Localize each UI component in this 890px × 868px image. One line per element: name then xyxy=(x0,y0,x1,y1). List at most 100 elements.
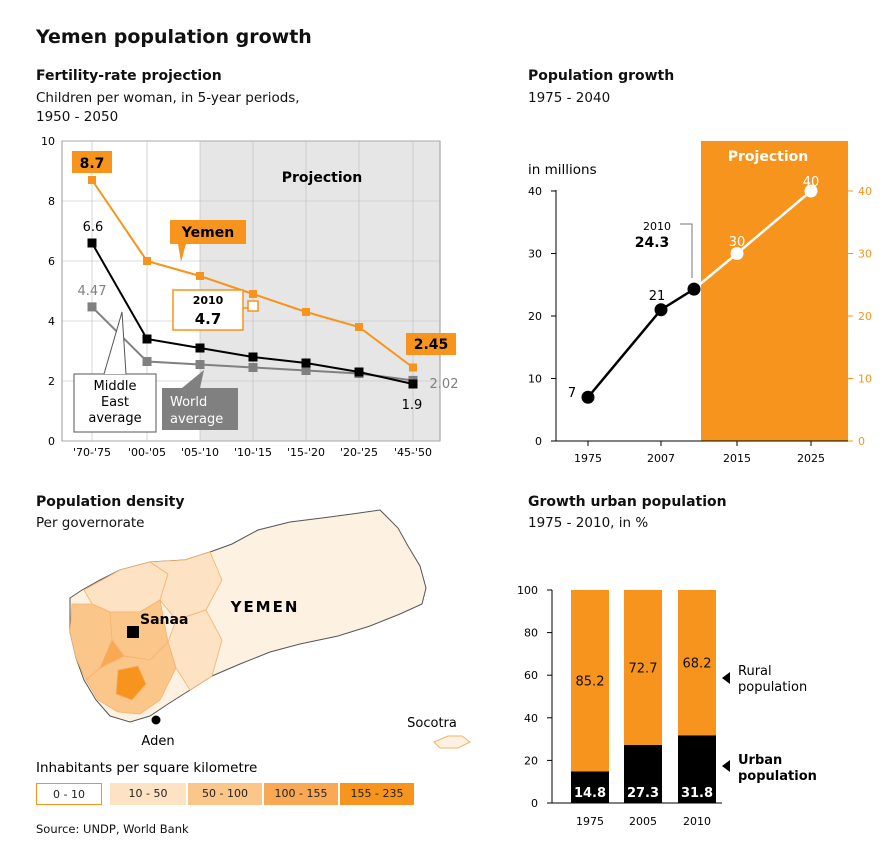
yemen-point xyxy=(302,308,310,316)
fert-ytick-label: 6 xyxy=(48,255,55,268)
pop-label-21: 21 xyxy=(649,289,666,304)
pop-projection-label: Projection xyxy=(728,149,808,165)
world-point xyxy=(248,363,258,372)
world-line2: average xyxy=(170,412,223,427)
middle-east-point xyxy=(354,367,364,377)
urban-ytick-label: 60 xyxy=(524,669,538,682)
middle-east-point xyxy=(408,379,418,389)
urban-xtick-label: 1975 xyxy=(576,815,604,828)
fertility-callout-value: 4.7 xyxy=(195,310,222,328)
pop-point xyxy=(687,282,701,296)
governorate-taiz xyxy=(115,665,147,701)
urban-value-label: 27.3 xyxy=(627,786,659,801)
rural-value-label: 85.2 xyxy=(576,675,605,690)
yemen-series-label: Yemen xyxy=(181,225,234,241)
urban-arrow xyxy=(722,760,730,772)
middle-east-pointer xyxy=(103,311,127,375)
sanaa-label: Sanaa xyxy=(140,612,188,628)
world-box xyxy=(162,388,238,430)
middle-east-line2: East xyxy=(101,395,129,410)
world-point xyxy=(142,357,152,366)
me-start-label: 6.6 xyxy=(83,220,104,235)
fert-xtick-label: '05-'10 xyxy=(181,446,219,459)
fertility-callout-year: 2010 xyxy=(193,294,224,307)
pop-xtick-label: 2015 xyxy=(723,452,751,465)
yemen-end-box xyxy=(406,333,456,355)
pop-ytick-label-right: 30 xyxy=(858,248,872,261)
fertility-heading: Fertility-rate projection xyxy=(36,68,222,84)
pop-unit-label: in millions xyxy=(528,162,597,178)
urban-xtick-label: 2005 xyxy=(629,815,657,828)
source-note: Source: UNDP, World Bank xyxy=(36,822,189,836)
pop-ytick-label: 40 xyxy=(528,185,542,198)
rural-value-label: 72.7 xyxy=(629,661,658,676)
pop-label-7: 7 xyxy=(568,386,576,401)
middle-east-point xyxy=(195,343,205,353)
me-end-label: 1.9 xyxy=(402,398,423,413)
pop-ytick-label: 0 xyxy=(535,435,542,448)
urban-value-label: 14.8 xyxy=(574,786,606,801)
middle-east-line3: average xyxy=(88,411,141,426)
urban-bar-segment xyxy=(571,771,609,803)
middle-east-point xyxy=(301,358,311,368)
world-start-label: 4.47 xyxy=(78,284,107,299)
fert-ytick-label: 2 xyxy=(48,375,55,388)
urban-xtick-label: 2010 xyxy=(683,815,711,828)
legend-cell-2: 50 - 100 xyxy=(188,783,262,805)
pop-projection-shade xyxy=(701,141,848,441)
rural-label-2: population xyxy=(738,680,807,695)
urban-bar-segment xyxy=(678,735,716,803)
fert-xtick-label: '00-'05 xyxy=(128,446,166,459)
popgrowth-heading: Population growth xyxy=(528,68,675,84)
sanaa-marker xyxy=(127,626,139,638)
yemen-start-label: 8.7 xyxy=(80,156,105,172)
fert-xtick-label: '20-'25 xyxy=(340,446,378,459)
legend-cell-0: 0 - 10 xyxy=(36,783,102,805)
pop-point xyxy=(581,390,595,404)
pop-xtick-label: 2025 xyxy=(797,452,825,465)
yemen-start-box xyxy=(72,151,112,173)
governorate-mahwit xyxy=(99,639,125,669)
pop-ytick-label: 30 xyxy=(528,248,542,261)
urban-subtitle: 1975 - 2010, in % xyxy=(528,515,649,531)
middle-east-box xyxy=(73,373,157,433)
middle-east-line1: Middle xyxy=(94,379,137,394)
urban-ytick-label: 100 xyxy=(517,584,538,597)
rural-bar-segment xyxy=(624,590,662,745)
fert-ytick-label: 4 xyxy=(48,315,55,328)
fertility-2010-callout xyxy=(172,289,244,331)
world-end-label: 2.02 xyxy=(430,377,459,392)
pop-ytick-label: 20 xyxy=(528,310,542,323)
rural-bar-segment xyxy=(678,590,716,736)
legend-cell-1: 10 - 50 xyxy=(110,783,186,805)
urban-ytick-label: 0 xyxy=(531,797,538,810)
pop-xtick-label: 1975 xyxy=(574,452,602,465)
yemen-point xyxy=(143,257,151,265)
middle-east-point xyxy=(248,352,258,362)
fertility-subtitle-1: Children per woman, in 5-year periods, xyxy=(36,90,300,106)
pop-point xyxy=(730,247,744,260)
fert-xtick-label: '70-'75 xyxy=(73,446,111,459)
urban-heading: Growth urban population xyxy=(528,494,727,510)
rural-label-1: Rural xyxy=(738,664,772,679)
world-point xyxy=(301,366,311,375)
fert-xtick-label: '45-'50 xyxy=(394,446,432,459)
fert-ytick-label: 8 xyxy=(48,195,55,208)
yemen-point xyxy=(355,323,363,331)
socotra-island xyxy=(433,735,471,749)
middle-east-point xyxy=(87,238,97,248)
density-heading: Population density xyxy=(36,494,185,510)
rural-value-label: 68.2 xyxy=(683,657,712,672)
pop-label-30: 30 xyxy=(729,235,746,250)
pop-ytick-label-right: 0 xyxy=(858,435,865,448)
aden-label: Aden xyxy=(141,734,174,749)
country-label: YEMEN xyxy=(230,598,300,616)
legend-cell-4: 155 - 235 xyxy=(340,783,414,805)
fert-ytick-label: 10 xyxy=(41,135,55,148)
pop-point xyxy=(654,303,668,317)
fert-xtick-label: '10-'15 xyxy=(234,446,272,459)
pop-ytick-label-right: 10 xyxy=(858,373,872,386)
yemen-series-pointer xyxy=(178,244,186,262)
